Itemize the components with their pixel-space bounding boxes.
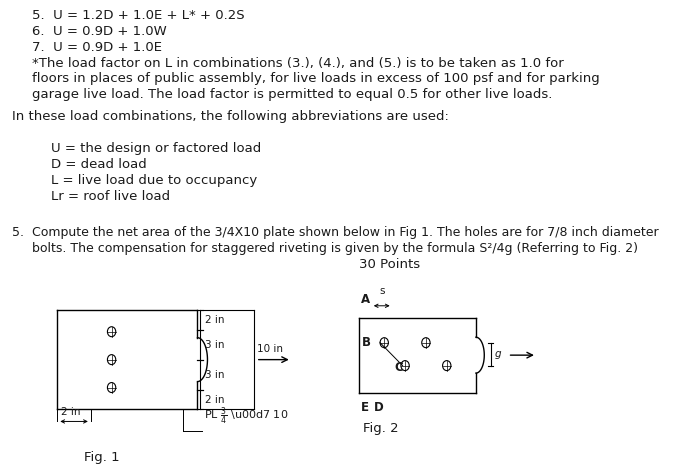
Text: 2 in: 2 in xyxy=(205,394,225,404)
Text: *The load factor on L in combinations (3.), (4.), and (5.) is to be taken as 1.0: *The load factor on L in combinations (3… xyxy=(32,57,564,69)
Text: g: g xyxy=(494,348,501,359)
Text: D: D xyxy=(374,401,384,414)
Text: Lr = roof live load: Lr = roof live load xyxy=(50,190,170,203)
Text: D = dead load: D = dead load xyxy=(50,158,146,171)
Text: C: C xyxy=(394,361,403,374)
Text: 5.  Compute the net area of the 3/4X10 plate shown below in Fig 1. The holes are: 5. Compute the net area of the 3/4X10 pl… xyxy=(13,226,659,239)
Text: 2 in: 2 in xyxy=(61,408,80,417)
Text: s: s xyxy=(379,286,384,296)
Text: 30 Points: 30 Points xyxy=(359,258,420,271)
Text: Fig. 2: Fig. 2 xyxy=(363,423,399,435)
Text: 10 in: 10 in xyxy=(258,344,284,354)
Text: 3 in: 3 in xyxy=(205,370,225,379)
Text: floors in places of public assembly, for live loads in excess of 100 psf and for: floors in places of public assembly, for… xyxy=(32,73,600,85)
Text: 2 in: 2 in xyxy=(205,315,225,325)
Text: U = the design or factored load: U = the design or factored load xyxy=(50,142,261,155)
Text: L = live load due to occupancy: L = live load due to occupancy xyxy=(50,174,257,187)
Text: Fig. 1: Fig. 1 xyxy=(84,451,120,464)
Text: E: E xyxy=(361,401,369,414)
Text: B: B xyxy=(362,336,371,349)
Text: In these load combinations, the following abbreviations are used:: In these load combinations, the followin… xyxy=(13,110,449,123)
Text: 5.  U = 1.2D + 1.0E + L* + 0.2S: 5. U = 1.2D + 1.0E + L* + 0.2S xyxy=(32,8,245,22)
Text: PL $\frac{3}{4}$ \u00d7 10: PL $\frac{3}{4}$ \u00d7 10 xyxy=(204,406,288,427)
Text: garage live load. The load factor is permitted to equal 0.5 for other live loads: garage live load. The load factor is per… xyxy=(32,89,553,101)
Text: 7.  U = 0.9D + 1.0E: 7. U = 0.9D + 1.0E xyxy=(32,41,162,53)
Text: A: A xyxy=(361,293,370,306)
Text: bolts. The compensation for staggered riveting is given by the formula S²/4g (Re: bolts. The compensation for staggered ri… xyxy=(13,242,638,255)
Text: 6.  U = 0.9D + 1.0W: 6. U = 0.9D + 1.0W xyxy=(32,25,167,38)
Text: 3 in: 3 in xyxy=(205,340,225,350)
